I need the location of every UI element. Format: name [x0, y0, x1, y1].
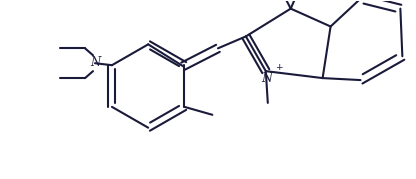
Text: N: N: [90, 56, 100, 69]
Text: N: N: [261, 72, 272, 85]
Text: +: +: [275, 63, 282, 72]
